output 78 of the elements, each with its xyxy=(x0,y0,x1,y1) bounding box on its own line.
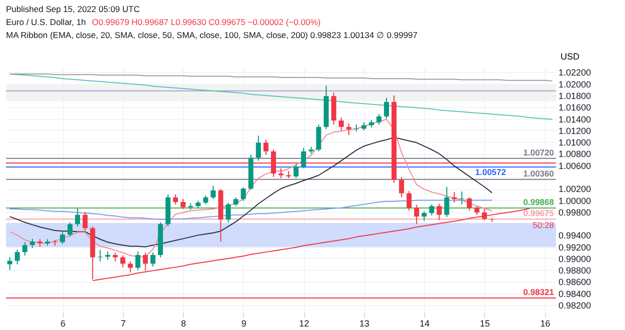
line-series xyxy=(9,73,553,120)
candlestick xyxy=(294,164,299,179)
y-tick-label: 1.01000 xyxy=(558,138,592,148)
candlestick xyxy=(180,198,186,210)
candlestick xyxy=(422,210,427,222)
candlestick xyxy=(75,208,80,227)
x-tick-label: 6 xyxy=(60,318,66,328)
annotation: 50:28 xyxy=(532,220,554,230)
y-tick-label: 0.99000 xyxy=(558,254,592,264)
x-tick-label: 16 xyxy=(540,318,550,328)
y-tick-label: 1.02200 xyxy=(558,68,592,78)
y-tick-label: 0.98200 xyxy=(558,300,592,311)
y-tick-label: 1.00800 xyxy=(558,149,592,160)
candlestick xyxy=(263,139,268,156)
text: MA Ribbon (EMA, close, 20, SMA, close, 50, SMA, close, 100, SMA, close, 200) 0.99823 1.00134 ∅ 0.99997 xyxy=(6,29,419,42)
candlestick xyxy=(173,194,178,205)
ref-line-label: 0.98321 xyxy=(523,286,554,297)
candlestick xyxy=(30,238,35,248)
candlestick xyxy=(399,176,404,198)
chart-title: Euro / U.S. Dollar, 1h xyxy=(6,17,86,27)
candlestick xyxy=(82,211,88,232)
ref-line-label: 0.99675 xyxy=(523,208,554,218)
candlestick xyxy=(22,242,28,256)
candlestick xyxy=(60,232,66,244)
y-tick-label: 1.01200 xyxy=(558,126,592,136)
x-tick-label: 13 xyxy=(359,318,370,328)
y-tick-label: 0.99200 xyxy=(558,242,592,252)
candlestick xyxy=(135,250,140,271)
candlestick xyxy=(210,185,216,200)
candlestick xyxy=(142,252,148,272)
ref-line-label: 1.00360 xyxy=(523,168,554,178)
candlestick xyxy=(98,249,103,262)
candlestick xyxy=(68,222,73,237)
candlestick xyxy=(120,255,126,268)
y-tick-label: 1.01600 xyxy=(558,102,592,113)
x-tick-label: 14 xyxy=(420,318,430,328)
text: Published Sep 15, 2022 05:09 UTC xyxy=(6,3,141,16)
candlestick xyxy=(429,204,434,216)
x-tick-label: 8 xyxy=(181,318,186,328)
y-tick-label: 1.01400 xyxy=(558,114,592,124)
line-series xyxy=(9,73,553,82)
candlestick xyxy=(7,256,12,271)
ref-line-label: 1.00720 xyxy=(523,147,554,158)
y-tick-label: 0.98800 xyxy=(558,266,592,276)
candlestick xyxy=(316,124,322,152)
candlestick xyxy=(436,203,442,221)
y-tick-label: 0.99400 xyxy=(558,230,592,241)
candlestick xyxy=(226,202,231,223)
y-tick-label: 1.00600 xyxy=(558,160,592,171)
candlestick xyxy=(14,249,20,265)
candlestick xyxy=(466,196,472,212)
x-tick-label: 15 xyxy=(480,318,490,328)
x-tick-label: 9 xyxy=(241,318,246,328)
y-tick-label: 0.98400 xyxy=(558,288,592,299)
y-tick-label: 1.02000 xyxy=(558,79,592,90)
y-tick-label: 1.00000 xyxy=(558,196,592,206)
candlestick xyxy=(444,186,450,218)
y-axis-title: USD xyxy=(560,52,580,62)
ref-line-label: 0.99868 xyxy=(523,196,554,207)
candlestick xyxy=(301,147,306,169)
candlestick xyxy=(128,260,133,273)
x-tick-label: 12 xyxy=(299,318,310,328)
y-tick-label: 0.99800 xyxy=(558,207,592,218)
x-tick-label: 7 xyxy=(120,318,126,328)
y-tick-label: 1.01800 xyxy=(558,91,592,102)
candlestick xyxy=(338,117,344,131)
y-tick-label: 0.98600 xyxy=(558,277,592,288)
ref-line-label: 1.00572 xyxy=(475,166,506,177)
y-tick-label: 1.00200 xyxy=(558,184,592,194)
candlestick xyxy=(406,190,412,212)
candlestick xyxy=(414,204,420,225)
candlestick xyxy=(376,114,382,126)
chart-subtitle: O0.99679 H0.99687 L0.99630 C0.99675 −0.00002 (−0.00%) xyxy=(92,17,321,27)
candlestick xyxy=(384,97,389,120)
candlestick xyxy=(240,186,246,202)
candlestick xyxy=(256,135,261,162)
candlestick xyxy=(150,252,156,268)
candlestick xyxy=(346,122,352,136)
